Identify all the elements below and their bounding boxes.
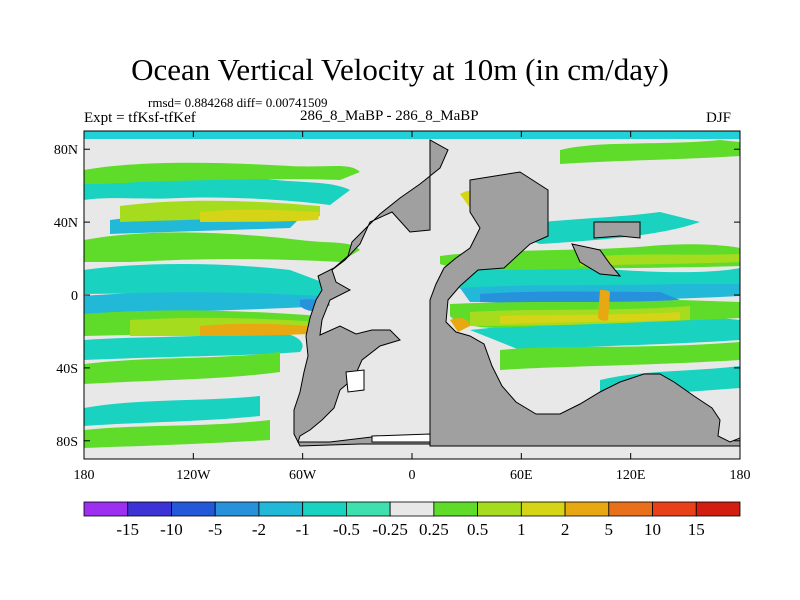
colorbar-label: -1 — [296, 520, 310, 539]
colorbar-swatch — [171, 501, 216, 517]
colorbar-swatch — [214, 501, 260, 517]
colorbar-swatch — [345, 501, 391, 517]
patch-2 — [371, 433, 431, 443]
x-tick-label: 180 — [730, 468, 751, 483]
patch-1 — [345, 369, 365, 393]
y-tick-label: 40N — [54, 216, 78, 231]
band-cyan-3 — [84, 331, 303, 360]
colorbar-label: 15 — [688, 520, 705, 539]
orange-bands — [200, 290, 610, 336]
y-tick-label: 80N — [54, 143, 78, 158]
white-patches — [345, 369, 431, 443]
stats-text: rmsd= 0.884268 diff= 0.00741509 — [148, 95, 328, 110]
colorbar-swatch — [695, 501, 741, 517]
colorbar-label: 5 — [605, 520, 614, 539]
colorbar-swatch — [433, 501, 479, 517]
colorbar-label: -0.25 — [372, 520, 407, 539]
colorbar-label: -0.5 — [333, 520, 360, 539]
colorbar-swatch — [83, 501, 129, 517]
chart-title: Ocean Vertical Velocity at 10m (in cm/da… — [131, 52, 669, 87]
band-yellow-3 — [500, 312, 680, 324]
colorbar-label: 0.5 — [467, 520, 488, 539]
x-tick-label: 120W — [176, 468, 211, 483]
colorbar-swatch — [608, 501, 653, 517]
band-yg-4 — [580, 254, 740, 266]
colorbar-swatch — [258, 501, 304, 517]
colorbar-swatch — [652, 501, 697, 517]
band-green-8 — [500, 342, 740, 370]
colorbar-label: -10 — [160, 520, 183, 539]
colorbar-label: -15 — [116, 520, 139, 539]
land — [293, 139, 740, 447]
colorbar-label: 1 — [517, 520, 526, 539]
colorbar-swatch — [389, 501, 435, 517]
x-axis: 180 120W 60W 0 60E 120E 180 — [74, 131, 751, 483]
land-africa-eurasia — [429, 171, 740, 447]
x-tick-label: 60W — [289, 468, 317, 483]
land-islands — [571, 243, 622, 277]
colorbar-swatch — [127, 501, 172, 517]
colorbar-swatch — [520, 501, 566, 517]
colorbar-label: -5 — [208, 520, 222, 539]
center-label: 286_8_MaBP - 286_8_MaBP — [300, 108, 479, 124]
band-yellow-1 — [200, 209, 320, 222]
colorbar-label: 0.25 — [419, 520, 449, 539]
colorbar-label: 2 — [561, 520, 570, 539]
band-cyan-2 — [84, 264, 330, 300]
band-green-3 — [84, 352, 280, 384]
season-label: DJF — [706, 110, 732, 126]
land-americas — [293, 139, 449, 447]
colorbar-swatch — [564, 501, 610, 517]
y-tick-label: 80S — [56, 435, 78, 450]
x-tick-label: 120E — [616, 468, 646, 483]
experiment-label: Expt = tfKsf-tfKef — [84, 110, 196, 126]
band-green-7 — [560, 140, 740, 164]
colorbar: -15 -10 -5 -2 -1 -0.5 -0.25 0.25 0.5 1 2 5 10 15 — [83, 501, 741, 539]
band-orange-2 — [450, 318, 470, 332]
y-axis: 80N 40N 0 40S 80S — [54, 143, 740, 450]
band-blue-1 — [84, 292, 330, 314]
x-tick-label: 180 — [74, 468, 95, 483]
band-green-6 — [84, 162, 360, 184]
band-green-1 — [84, 232, 360, 262]
band-cyan-5 — [470, 316, 740, 350]
band-green-9 — [84, 420, 270, 448]
y-tick-label: 40S — [56, 362, 78, 377]
y-tick-label: 0 — [71, 289, 78, 304]
x-tick-label: 60E — [510, 468, 533, 483]
x-tick-label: 0 — [409, 468, 416, 483]
band-orange-3 — [598, 290, 610, 321]
band-cyan-7 — [84, 396, 260, 426]
colorbar-swatch — [477, 501, 522, 517]
land-australia-asia — [593, 221, 641, 239]
colorbar-label: -2 — [252, 520, 266, 539]
band-darkblue-2 — [480, 291, 680, 304]
band-orange-1 — [200, 323, 310, 336]
colorbar-label: 10 — [644, 520, 661, 539]
colorbar-swatch — [302, 501, 347, 517]
